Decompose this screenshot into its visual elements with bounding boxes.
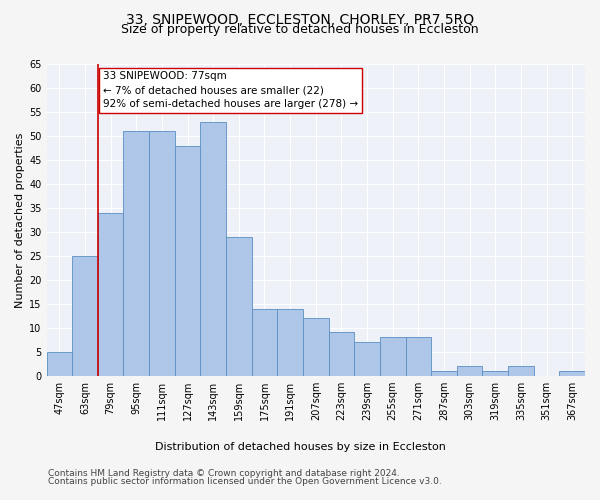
Bar — [354, 342, 380, 376]
Bar — [47, 352, 72, 376]
Bar — [72, 256, 98, 376]
Bar — [303, 318, 329, 376]
Bar — [406, 338, 431, 376]
Bar — [251, 308, 277, 376]
Text: 33 SNIPEWOOD: 77sqm
← 7% of detached houses are smaller (22)
92% of semi-detache: 33 SNIPEWOOD: 77sqm ← 7% of detached hou… — [103, 71, 358, 109]
Bar — [124, 131, 149, 376]
Bar — [277, 308, 303, 376]
Text: 33, SNIPEWOOD, ECCLESTON, CHORLEY, PR7 5RQ: 33, SNIPEWOOD, ECCLESTON, CHORLEY, PR7 5… — [126, 12, 474, 26]
Bar — [380, 338, 406, 376]
Bar — [175, 146, 200, 376]
Bar — [508, 366, 534, 376]
Y-axis label: Number of detached properties: Number of detached properties — [15, 132, 25, 308]
Text: Contains HM Land Registry data © Crown copyright and database right 2024.: Contains HM Land Registry data © Crown c… — [48, 468, 400, 477]
Bar — [431, 371, 457, 376]
Bar — [482, 371, 508, 376]
Bar — [200, 122, 226, 376]
Bar — [329, 332, 354, 376]
Text: Contains public sector information licensed under the Open Government Licence v3: Contains public sector information licen… — [48, 477, 442, 486]
Bar — [98, 212, 124, 376]
Bar — [457, 366, 482, 376]
Bar — [559, 371, 585, 376]
Text: Size of property relative to detached houses in Eccleston: Size of property relative to detached ho… — [121, 22, 479, 36]
Bar — [149, 131, 175, 376]
Text: Distribution of detached houses by size in Eccleston: Distribution of detached houses by size … — [155, 442, 445, 452]
Bar — [226, 236, 251, 376]
